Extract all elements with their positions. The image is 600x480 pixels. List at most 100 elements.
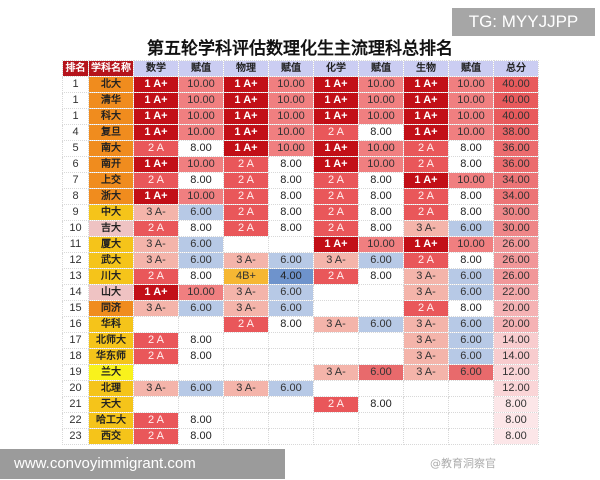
- physics-score-cell: 4.00: [268, 268, 314, 285]
- university-name: 南大: [88, 140, 134, 157]
- biology-score-cell: 10.00: [448, 236, 494, 253]
- rank-cell: 1: [62, 76, 89, 93]
- math-score-cell: 10.00: [178, 188, 224, 205]
- ranking-table: 排名 学科名称 数学 赋值 物理 赋值 化学 赋值 生物 赋值 总分 1 北大 1 A+ 10.00 1 A…: [62, 60, 539, 445]
- biology-cell: 2 A: [403, 156, 449, 173]
- chemistry-cell: 1 A+: [313, 92, 359, 109]
- physics-cell: 1 A+: [223, 124, 269, 141]
- table-row: 21 天大 2 A 8.00 8.00: [62, 396, 539, 413]
- chemistry-score-cell: 10.00: [358, 156, 404, 173]
- total-score: 8.00: [493, 396, 539, 413]
- physics-cell: 3 A-: [223, 284, 269, 301]
- chemistry-score-cell: 8.00: [358, 124, 404, 141]
- table-row: 5 南大 2 A 8.00 1 A+ 10.00 1 A+ 10.00 2 A 8.00 36.00: [62, 140, 539, 157]
- math-score-cell: [178, 396, 224, 413]
- biology-score-cell: 10.00: [448, 124, 494, 141]
- biology-cell: 3 A-: [403, 284, 449, 301]
- physics-cell: [223, 396, 269, 413]
- university-name: 西交: [88, 428, 134, 445]
- university-name: 北理: [88, 380, 134, 397]
- physics-score-cell: 8.00: [268, 156, 314, 173]
- rank-cell: 8: [62, 188, 89, 205]
- math-score-cell: [178, 364, 224, 381]
- university-name: 华科: [88, 316, 134, 333]
- biology-cell: 2 A: [403, 300, 449, 317]
- math-score-cell: 6.00: [178, 380, 224, 397]
- chemistry-cell: [313, 428, 359, 445]
- physics-cell: 2 A: [223, 316, 269, 333]
- rank-cell: 6: [62, 156, 89, 173]
- header-rank: 排名: [62, 60, 89, 77]
- chemistry-score-cell: [358, 380, 404, 397]
- rank-cell: 10: [62, 220, 89, 237]
- chemistry-score-cell: [358, 428, 404, 445]
- total-score: 40.00: [493, 108, 539, 125]
- header-name: 学科名称: [88, 60, 134, 77]
- chemistry-score-cell: 6.00: [358, 252, 404, 269]
- physics-cell: [223, 348, 269, 365]
- math-score-cell: 6.00: [178, 300, 224, 317]
- university-name: 中大: [88, 204, 134, 221]
- table-row: 20 北理 3 A- 6.00 3 A- 6.00 12.00: [62, 380, 539, 397]
- math-score-cell: 6.00: [178, 204, 224, 221]
- physics-score-cell: 10.00: [268, 140, 314, 157]
- university-name: 武大: [88, 252, 134, 269]
- chemistry-score-cell: 8.00: [358, 188, 404, 205]
- math-cell: 1 A+: [133, 124, 179, 141]
- header-biology-score: 赋值: [448, 60, 494, 77]
- math-cell: 2 A: [133, 428, 179, 445]
- rank-cell: 12: [62, 252, 89, 269]
- chemistry-score-cell: 6.00: [358, 364, 404, 381]
- total-score: 14.00: [493, 348, 539, 365]
- biology-score-cell: 8.00: [448, 188, 494, 205]
- math-cell: [133, 316, 179, 333]
- math-cell: 2 A: [133, 268, 179, 285]
- table-row: 8 浙大 1 A+ 10.00 2 A 8.00 2 A 8.00 2 A 8.00 34.00: [62, 188, 539, 205]
- total-score: 8.00: [493, 428, 539, 445]
- math-score-cell: 10.00: [178, 124, 224, 141]
- total-score: 26.00: [493, 268, 539, 285]
- total-score: 38.00: [493, 124, 539, 141]
- total-score: 12.00: [493, 364, 539, 381]
- total-score: 34.00: [493, 188, 539, 205]
- physics-score-cell: 10.00: [268, 92, 314, 109]
- biology-score-cell: 10.00: [448, 108, 494, 125]
- chemistry-score-cell: [358, 412, 404, 429]
- math-score-cell: 8.00: [178, 428, 224, 445]
- physics-score-cell: [268, 396, 314, 413]
- table-row: 18 华东师 2 A 8.00 3 A- 6.00 14.00: [62, 348, 539, 365]
- biology-cell: 1 A+: [403, 108, 449, 125]
- total-score: 8.00: [493, 412, 539, 429]
- chemistry-cell: 2 A: [313, 268, 359, 285]
- physics-cell: 4B+: [223, 268, 269, 285]
- university-name: 吉大: [88, 220, 134, 237]
- physics-cell: 3 A-: [223, 380, 269, 397]
- math-score-cell: 6.00: [178, 236, 224, 253]
- physics-score-cell: [268, 364, 314, 381]
- chemistry-cell: 1 A+: [313, 236, 359, 253]
- biology-cell: 2 A: [403, 252, 449, 269]
- physics-cell: [223, 412, 269, 429]
- physics-cell: 1 A+: [223, 92, 269, 109]
- header-total: 总分: [493, 60, 539, 77]
- math-score-cell: [178, 316, 224, 333]
- total-score: 36.00: [493, 156, 539, 173]
- biology-cell: 1 A+: [403, 76, 449, 93]
- chemistry-score-cell: 10.00: [358, 92, 404, 109]
- math-score-cell: 10.00: [178, 108, 224, 125]
- biology-score-cell: 6.00: [448, 284, 494, 301]
- header-row: 排名 学科名称 数学 赋值 物理 赋值 化学 赋值 生物 赋值 总分: [62, 60, 539, 77]
- university-name: 北大: [88, 76, 134, 93]
- university-name: 哈工大: [88, 412, 134, 429]
- chemistry-score-cell: 10.00: [358, 76, 404, 93]
- table-row: 13 川大 2 A 8.00 4B+ 4.00 2 A 8.00 3 A- 6.00 26.00: [62, 268, 539, 285]
- biology-cell: 2 A: [403, 204, 449, 221]
- table-row: 1 清华 1 A+ 10.00 1 A+ 10.00 1 A+ 10.00 1 A+ 10.00 4…: [62, 92, 539, 109]
- rank-cell: 7: [62, 172, 89, 189]
- math-cell: 1 A+: [133, 188, 179, 205]
- math-cell: 2 A: [133, 140, 179, 157]
- biology-score-cell: 8.00: [448, 140, 494, 157]
- physics-score-cell: [268, 332, 314, 349]
- chemistry-score-cell: 8.00: [358, 268, 404, 285]
- chemistry-cell: 2 A: [313, 124, 359, 141]
